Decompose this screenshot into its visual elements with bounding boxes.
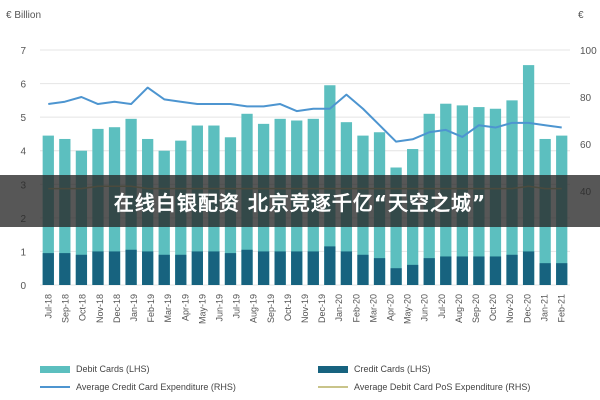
x-tick-label: Jul-20 (437, 294, 447, 319)
credit-bar (539, 263, 551, 285)
x-tick-label: May-20 (403, 294, 413, 324)
y-left-tick-label: 1 (20, 247, 26, 258)
y-left-tick-label: 4 (20, 147, 26, 158)
credit-bar (440, 256, 452, 285)
legend-avg-credit-swatch (40, 386, 70, 388)
credit-bar (257, 251, 270, 285)
x-tick-label: May-19 (197, 294, 207, 324)
x-tick-label: Aug-20 (454, 294, 464, 323)
credit-bar (142, 251, 154, 285)
x-tick-label: Jan-19 (129, 294, 139, 322)
y-right-tick-label: 60 (580, 140, 592, 151)
credit-bar (324, 246, 336, 285)
left-axis-unit: € Billion (6, 10, 42, 21)
x-tick-label: Dec-20 (522, 294, 532, 323)
credit-bar (456, 256, 468, 285)
x-tick-label: Dec-18 (112, 294, 122, 323)
credit-bar (307, 251, 319, 285)
credit-bar (108, 251, 121, 285)
x-tick-label: Apr-20 (385, 294, 395, 321)
credit-bar (340, 251, 353, 285)
avg-credit-line (48, 86, 562, 143)
legend-avg-debit-label: Average Debit Card PoS Expenditure (RHS) (354, 382, 531, 392)
credit-bar (556, 263, 568, 285)
legend-avg-credit: Average Credit Card Expenditure (RHS) (40, 382, 236, 392)
x-tick-label: Nov-19 (300, 294, 310, 323)
credit-bar (175, 254, 187, 285)
credit-bar (274, 251, 286, 285)
legend-credit-label: Credit Cards (LHS) (354, 364, 431, 374)
right-axis-unit: € (578, 10, 584, 21)
x-tick-label: Mar-20 (368, 294, 378, 323)
credit-bar (208, 251, 220, 285)
credit-bar (59, 253, 71, 285)
credit-bar (473, 256, 485, 285)
banner-title: 在线白银配资 北京竞逐千亿“天空之城” (113, 190, 487, 215)
legend-avg-credit-label: Average Credit Card Expenditure (RHS) (76, 382, 236, 392)
legend-credit-cards: Credit Cards (LHS) (318, 364, 431, 374)
y-left-tick-label: 5 (20, 113, 26, 124)
legend-debit-swatch (40, 365, 70, 373)
credit-bar (423, 258, 435, 285)
x-tick-label: Jun-19 (215, 294, 225, 322)
credit-bar (522, 251, 535, 285)
credit-bar (224, 253, 237, 285)
legend-credit-swatch (318, 365, 348, 373)
credit-bar (489, 256, 502, 285)
legend-avg-debit: Average Debit Card PoS Expenditure (RHS) (318, 382, 530, 392)
legend-avg-debit-swatch (318, 386, 348, 388)
x-tick-label: Jul-19 (232, 294, 242, 319)
x-tick-label: Nov-18 (95, 294, 105, 323)
y-right-tick-label: 100 (580, 46, 597, 57)
x-tick-label: Apr-19 (180, 294, 190, 321)
x-tick-label: Feb-20 (351, 294, 361, 323)
credit-bar (390, 268, 402, 285)
x-tick-label: Aug-19 (249, 294, 259, 323)
overlay-banner: 在线白银配资 北京竞逐千亿“天空之城” (0, 175, 600, 227)
credit-bar (42, 253, 54, 285)
credit-bar (373, 258, 386, 285)
credit-bar (158, 254, 170, 285)
x-tick-label: Feb-21 (556, 294, 566, 323)
x-tick-label: Sep-19 (266, 294, 276, 323)
x-tick-label: Jan-21 (539, 294, 549, 322)
credit-bar (291, 251, 303, 285)
y-left-tick-label: 6 (20, 80, 26, 91)
x-tick-label: Nov-20 (505, 294, 515, 323)
credit-bar (92, 251, 104, 285)
legend-debit-cards: Debit Cards (LHS) (40, 364, 150, 374)
x-tick-label: Oct-19 (283, 294, 293, 321)
x-tick-label: Sep-18 (61, 294, 71, 323)
credit-bar (506, 254, 518, 285)
y-right-tick-label: 80 (580, 93, 592, 104)
credit-bar (125, 249, 137, 285)
x-tick-label: Dec-19 (317, 294, 327, 323)
credit-bar (241, 249, 253, 285)
y-left-tick-label: 7 (20, 46, 26, 57)
x-tick-label: Oct-20 (488, 294, 498, 321)
x-tick-label: Oct-18 (78, 294, 88, 321)
x-tick-label: Sep-20 (471, 294, 481, 323)
credit-bar (357, 254, 369, 285)
x-tick-label: Mar-19 (163, 294, 173, 323)
y-left-tick-label: 0 (20, 281, 26, 292)
credit-bar (75, 254, 88, 285)
x-tick-label: Jun-20 (420, 294, 430, 322)
credit-bar (407, 264, 419, 285)
x-tick-label: Jul-18 (44, 294, 54, 319)
x-tick-label: Feb-19 (146, 294, 156, 323)
legend-debit-label: Debit Cards (LHS) (76, 364, 150, 374)
x-tick-label: Jan-20 (334, 294, 344, 322)
credit-bar (191, 251, 203, 285)
